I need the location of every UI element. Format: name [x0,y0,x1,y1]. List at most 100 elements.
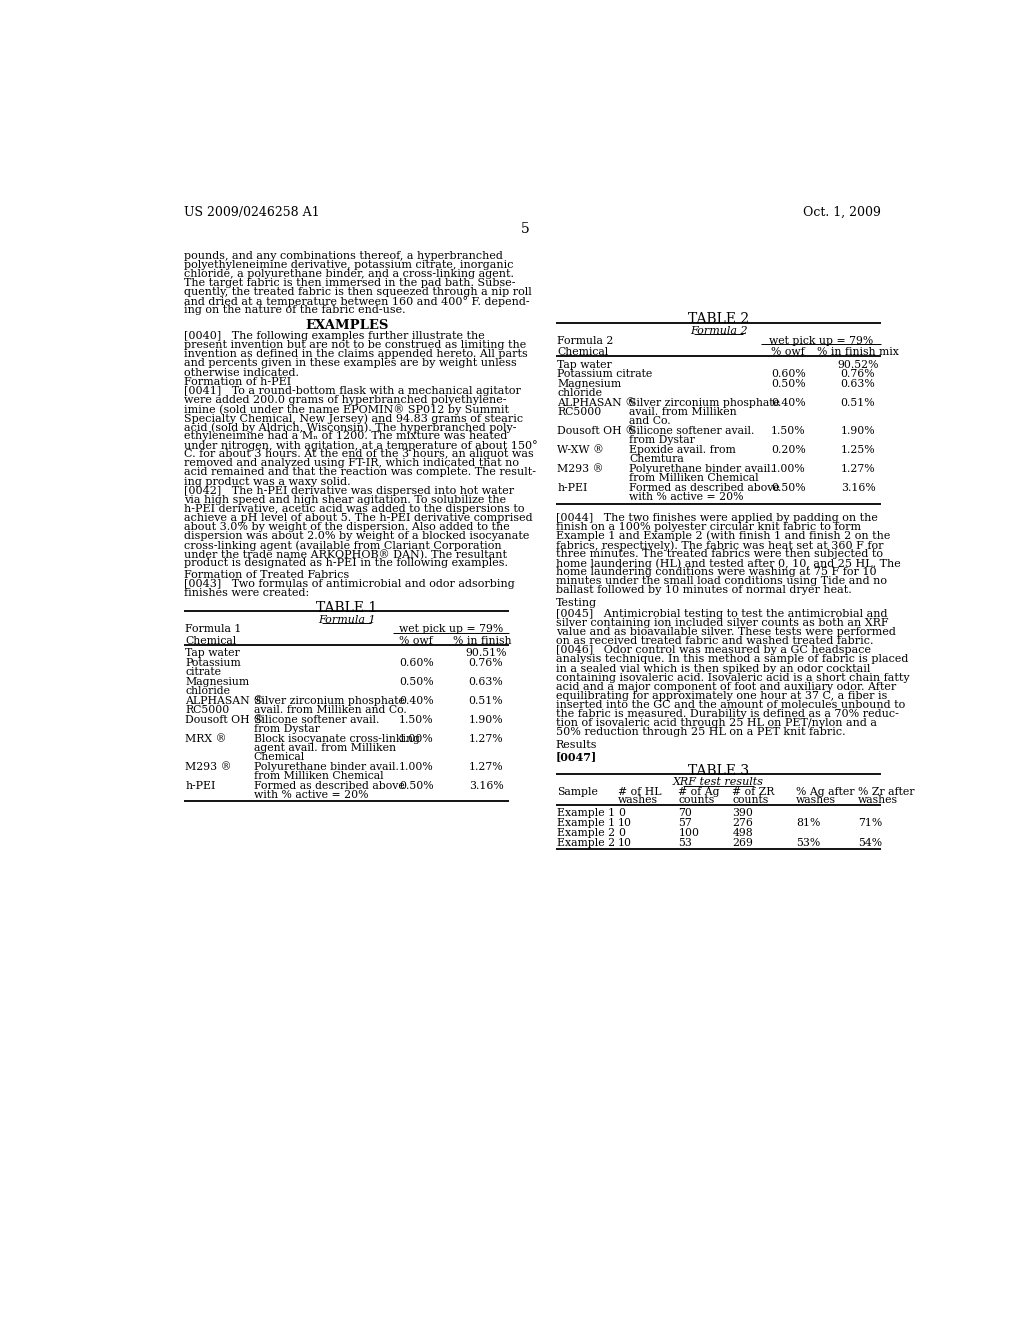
Text: Silicone softener avail.: Silicone softener avail. [630,426,755,436]
Text: [0042]   The h-PEI derivative was dispersed into hot water: [0042] The h-PEI derivative was disperse… [183,486,514,495]
Text: 0.50%: 0.50% [399,677,433,686]
Text: Silicone softener avail.: Silicone softener avail. [254,714,379,725]
Text: 53%: 53% [796,838,820,847]
Text: acid (sold by Aldrich, Wisconsin). The hyperbranched poly-: acid (sold by Aldrich, Wisconsin). The h… [183,422,516,433]
Text: 0.50%: 0.50% [771,379,806,389]
Text: polyethyleneimine derivative, potassium citrate, inorganic: polyethyleneimine derivative, potassium … [183,260,513,269]
Text: % in finish: % in finish [453,636,511,645]
Text: pounds, and any combinations thereof, a hyperbranched: pounds, and any combinations thereof, a … [183,251,503,261]
Text: RC5000: RC5000 [185,705,229,715]
Text: 10: 10 [617,818,632,828]
Text: XRF test results: XRF test results [673,777,764,787]
Text: and Co.: and Co. [630,416,671,426]
Text: % Zr after: % Zr after [858,787,914,797]
Text: 10: 10 [617,838,632,847]
Text: present invention but are not to be construed as limiting the: present invention but are not to be cons… [183,341,526,350]
Text: 0.51%: 0.51% [841,399,876,408]
Text: under the trade name ARKOPHOB® DAN). The resultant: under the trade name ARKOPHOB® DAN). The… [183,549,507,560]
Text: 1.27%: 1.27% [469,762,504,772]
Text: # of ZR: # of ZR [732,787,775,797]
Text: 1.00%: 1.00% [771,465,806,474]
Text: % owf: % owf [399,636,433,645]
Text: Formula 2: Formula 2 [690,326,748,337]
Text: 0.60%: 0.60% [771,370,806,379]
Text: 0.40%: 0.40% [399,696,433,706]
Text: with % active = 20%: with % active = 20% [254,789,368,800]
Text: invention as defined in the claims appended hereto. All parts: invention as defined in the claims appen… [183,350,527,359]
Text: 0.60%: 0.60% [399,657,434,668]
Text: tion of isovaleric acid through 25 HL on PET/nylon and a: tion of isovaleric acid through 25 HL on… [556,718,877,729]
Text: chloride: chloride [185,686,230,696]
Text: otherwise indicated.: otherwise indicated. [183,367,299,378]
Text: minutes under the small load conditions using Tide and no: minutes under the small load conditions … [556,577,887,586]
Text: The target fabric is then immersed in the pad bath. Subse-: The target fabric is then immersed in th… [183,279,515,288]
Text: Polyurethane binder avail.: Polyurethane binder avail. [254,762,398,772]
Text: imine (sold under the name EPOMIN® SP012 by Summit: imine (sold under the name EPOMIN® SP012… [183,404,509,414]
Text: in a sealed vial which is then spiked by an odor cocktail: in a sealed vial which is then spiked by… [556,664,870,673]
Text: and dried at a temperature between 160 and 400° F. depend-: and dried at a temperature between 160 a… [183,296,529,308]
Text: 0.63%: 0.63% [469,677,504,686]
Text: 81%: 81% [796,818,820,828]
Text: counts: counts [678,796,715,805]
Text: % owf: % owf [771,347,805,358]
Text: Dousoft OH ®: Dousoft OH ® [185,714,264,725]
Text: about 3.0% by weight of the dispersion. Also added to the: about 3.0% by weight of the dispersion. … [183,521,510,532]
Text: Potassium citrate: Potassium citrate [557,370,652,379]
Text: were added 200.0 grams of hyperbranched polyethylene-: were added 200.0 grams of hyperbranched … [183,395,506,405]
Text: equilibrating for approximately one hour at 37 C, a fiber is: equilibrating for approximately one hour… [556,690,887,701]
Text: 54%: 54% [858,838,882,847]
Text: Example 1: Example 1 [557,818,615,828]
Text: 1.27%: 1.27% [841,465,876,474]
Text: Chemical: Chemical [557,347,608,358]
Text: [0044]   The two finishes were applied by padding on the: [0044] The two finishes were applied by … [556,512,878,523]
Text: 0.50%: 0.50% [399,780,433,791]
Text: containing isovaleric acid. Isovaleric acid is a short chain fatty: containing isovaleric acid. Isovaleric a… [556,673,909,682]
Text: W-XW ®: W-XW ® [557,445,604,455]
Text: finish on a 100% polyester circular knit fabric to form: finish on a 100% polyester circular knit… [556,521,861,532]
Text: EXAMPLES: EXAMPLES [305,319,388,333]
Text: counts: counts [732,796,769,805]
Text: 5: 5 [520,222,529,235]
Text: [0047]: [0047] [556,751,597,762]
Text: 0.76%: 0.76% [469,657,504,668]
Text: M293 ®: M293 ® [557,465,604,474]
Text: Formula 2: Formula 2 [557,337,613,346]
Text: washes: washes [858,796,898,805]
Text: from Dystar: from Dystar [254,723,319,734]
Text: Silver zirconium phosphate: Silver zirconium phosphate [254,696,404,706]
Text: wet pick up = 79%: wet pick up = 79% [399,624,504,635]
Text: [0040]   The following examples further illustrate the: [0040] The following examples further il… [183,331,484,341]
Text: home laundering (HL) and tested after 0, 10, and 25 HL. The: home laundering (HL) and tested after 0,… [556,558,900,569]
Text: Chemtura: Chemtura [630,454,684,465]
Text: 498: 498 [732,828,754,838]
Text: 0: 0 [617,808,625,818]
Text: 0.51%: 0.51% [469,696,504,706]
Text: 1.90%: 1.90% [841,426,876,436]
Text: Oct. 1, 2009: Oct. 1, 2009 [804,206,882,219]
Text: analysis technique. In this method a sample of fabric is placed: analysis technique. In this method a sam… [556,655,908,664]
Text: washes: washes [796,796,836,805]
Text: chloride, a polyurethane binder, and a cross-linking agent.: chloride, a polyurethane binder, and a c… [183,269,514,279]
Text: the fabric is measured. Durability is defined as a 70% reduc-: the fabric is measured. Durability is de… [556,709,899,719]
Text: 53: 53 [678,838,692,847]
Text: Dousoft OH ®: Dousoft OH ® [557,426,636,436]
Text: citrate: citrate [185,667,221,677]
Text: 269: 269 [732,838,754,847]
Text: home laundering conditions were washing at 75 F for 10: home laundering conditions were washing … [556,568,877,577]
Text: Formula 1: Formula 1 [185,624,242,635]
Text: from Milliken Chemical: from Milliken Chemical [254,771,383,780]
Text: 276: 276 [732,818,754,828]
Text: Tap water: Tap water [185,648,240,657]
Text: # of Ag: # of Ag [678,787,720,797]
Text: silver containing ion included silver counts as both an XRF: silver containing ion included silver co… [556,618,889,628]
Text: 0: 0 [617,828,625,838]
Text: 90.52%: 90.52% [838,359,879,370]
Text: Example 2: Example 2 [557,828,615,838]
Text: h-PEI: h-PEI [185,780,216,791]
Text: Potassium: Potassium [185,657,241,668]
Text: TABLE 2: TABLE 2 [688,313,750,326]
Text: washes: washes [617,796,657,805]
Text: [0045]   Antimicrobial testing to test the antimicrobial and: [0045] Antimicrobial testing to test the… [556,609,888,619]
Text: 0.20%: 0.20% [771,445,806,455]
Text: 1.00%: 1.00% [399,734,434,743]
